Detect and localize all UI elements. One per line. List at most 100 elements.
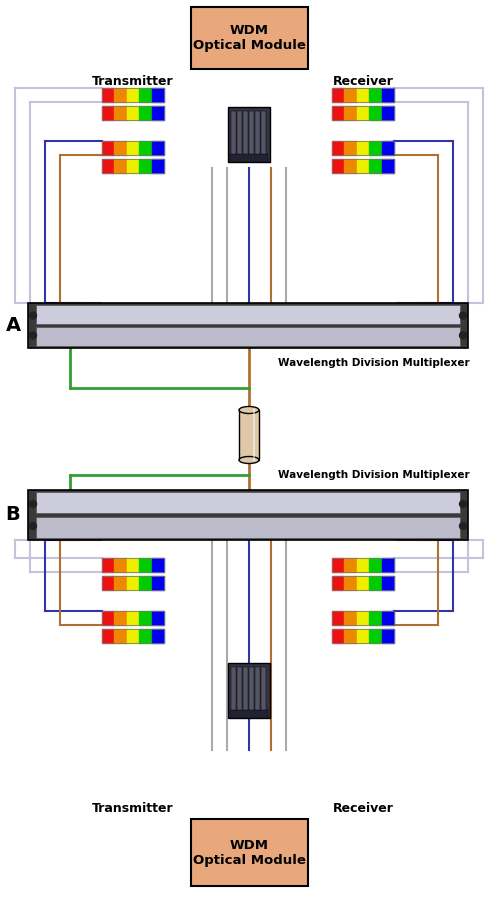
Bar	[381, 141, 394, 155]
Circle shape	[460, 522, 467, 530]
Bar	[357, 576, 369, 590]
Bar	[332, 106, 394, 120]
Bar	[332, 611, 345, 625]
Bar	[381, 611, 394, 625]
Bar	[357, 106, 369, 120]
Bar	[345, 558, 357, 572]
Bar	[369, 159, 381, 173]
Bar	[127, 576, 139, 590]
Bar	[369, 576, 381, 590]
Bar	[139, 629, 151, 643]
Bar	[102, 141, 164, 155]
Bar	[127, 88, 139, 102]
Bar	[249, 667, 254, 714]
Bar	[139, 611, 151, 625]
Bar	[36, 517, 460, 538]
Bar	[228, 662, 270, 717]
Bar	[115, 106, 127, 120]
Bar	[357, 159, 369, 173]
Bar	[261, 111, 266, 158]
Bar	[102, 88, 164, 102]
Bar	[332, 611, 394, 625]
Bar	[345, 611, 357, 625]
Bar	[151, 558, 164, 572]
Bar	[381, 629, 394, 643]
Bar	[332, 558, 394, 572]
Bar	[139, 159, 151, 173]
Bar	[228, 108, 270, 162]
Bar	[332, 576, 345, 590]
Text: Transmitter: Transmitter	[92, 76, 174, 88]
Bar	[102, 629, 115, 643]
Bar	[127, 159, 139, 173]
Bar	[127, 629, 139, 643]
Bar	[332, 629, 394, 643]
Circle shape	[460, 312, 467, 319]
Bar	[381, 576, 394, 590]
Bar	[345, 629, 357, 643]
Ellipse shape	[239, 457, 259, 463]
Bar	[151, 141, 164, 155]
Bar	[127, 558, 139, 572]
Bar	[369, 88, 381, 102]
Bar	[102, 159, 115, 173]
Bar	[369, 141, 381, 155]
Bar	[36, 305, 460, 324]
Bar	[127, 106, 139, 120]
Bar	[255, 667, 260, 714]
Bar	[243, 667, 248, 714]
Bar	[332, 159, 345, 173]
Text: Receiver: Receiver	[333, 76, 393, 88]
Bar	[357, 558, 369, 572]
Bar	[230, 155, 268, 162]
Bar	[231, 667, 236, 714]
Bar	[102, 611, 115, 625]
Bar	[127, 141, 139, 155]
Bar	[369, 558, 381, 572]
Bar	[36, 492, 460, 513]
Ellipse shape	[239, 406, 259, 414]
Bar	[357, 141, 369, 155]
Circle shape	[29, 332, 36, 339]
Bar	[102, 106, 115, 120]
Bar	[332, 106, 345, 120]
Bar	[345, 576, 357, 590]
Bar	[332, 159, 394, 173]
Bar	[115, 558, 127, 572]
Bar	[345, 141, 357, 155]
Bar	[139, 558, 151, 572]
Text: A: A	[5, 316, 20, 335]
Bar	[102, 629, 164, 643]
Text: Wavelength Division Multiplexer: Wavelength Division Multiplexer	[278, 470, 470, 480]
Circle shape	[29, 522, 36, 530]
Bar	[332, 141, 394, 155]
Bar	[102, 159, 164, 173]
Bar	[249, 111, 254, 158]
Bar	[151, 611, 164, 625]
Bar	[139, 576, 151, 590]
Text: Transmitter: Transmitter	[92, 801, 174, 814]
Bar	[332, 141, 345, 155]
Bar	[255, 111, 260, 158]
Bar	[381, 88, 394, 102]
Circle shape	[460, 500, 467, 507]
Bar	[332, 558, 345, 572]
Bar	[28, 303, 468, 348]
FancyBboxPatch shape	[191, 819, 307, 886]
Bar	[151, 159, 164, 173]
Bar	[231, 111, 236, 158]
Bar	[381, 558, 394, 572]
Bar	[237, 111, 242, 158]
Bar	[332, 576, 394, 590]
Text: Wavelength Division Multiplexer: Wavelength Division Multiplexer	[278, 358, 470, 368]
Bar	[230, 709, 268, 717]
Bar	[102, 611, 164, 625]
Bar	[332, 88, 345, 102]
Bar	[127, 611, 139, 625]
Bar	[139, 106, 151, 120]
Bar	[239, 410, 259, 460]
Bar	[357, 611, 369, 625]
Bar	[115, 611, 127, 625]
Bar	[36, 327, 460, 346]
Text: Receiver: Receiver	[333, 801, 393, 814]
